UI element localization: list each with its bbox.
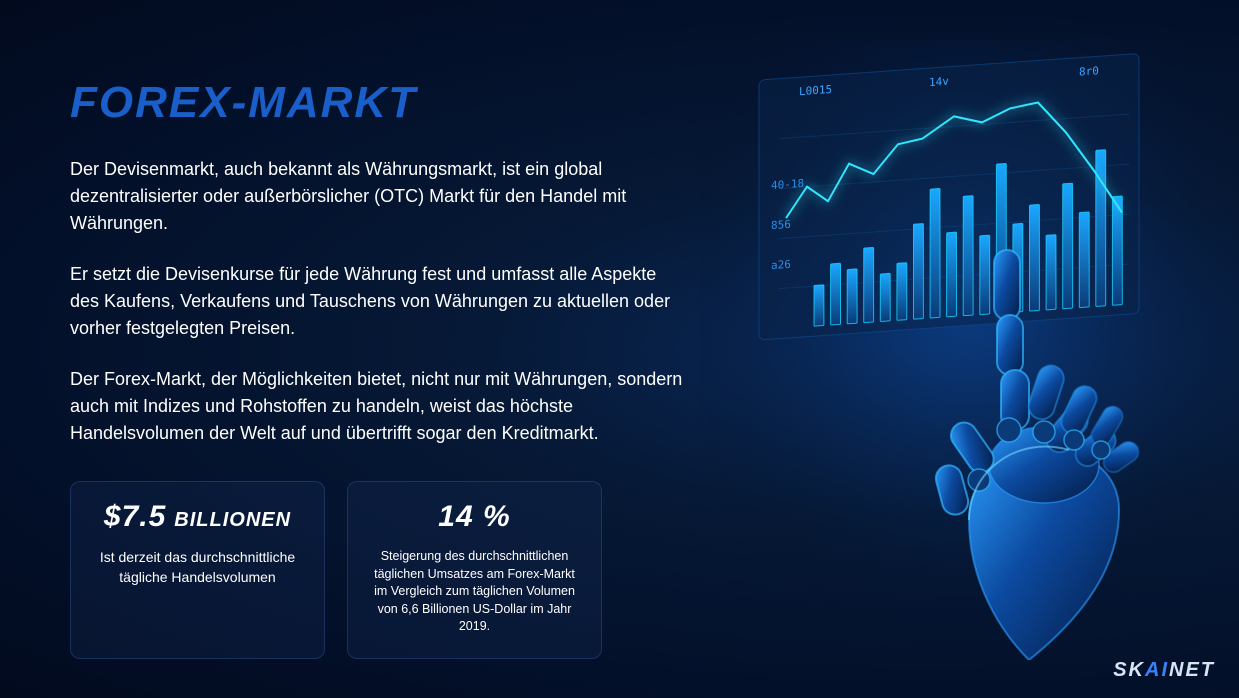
chart-side-tick: 856 (771, 218, 791, 232)
chart-side-tick: a26 (771, 258, 791, 272)
chart-axis-label: L0015 (799, 83, 832, 98)
stat-growth-value: 14 % (438, 500, 510, 534)
stat-volume-unit: BILLIONEN (174, 509, 291, 532)
chart-bars (814, 148, 1122, 326)
chart-axis-label: 8r0 (1079, 64, 1099, 78)
page-title: FOREX-MARKT (70, 78, 690, 128)
main-content: FOREX-MARKT Der Devisenmarkt, auch bekan… (70, 78, 690, 659)
stat-volume-desc: Ist derzeit das durchschnittliche täglic… (91, 548, 304, 587)
intro-paragraph-3: Der Forex-Markt, der Möglichkeiten biete… (70, 366, 690, 447)
stats-row: $7.5 BILLIONEN Ist derzeit das durchschn… (70, 481, 690, 659)
stat-card-growth: 14 % Steigerung des durchschnittlichen t… (347, 481, 602, 659)
stat-volume-value: $7.5 (104, 500, 166, 534)
chart-grid (779, 114, 1129, 288)
brand-logo: SKAINET (1113, 659, 1215, 682)
chart-line (786, 97, 1122, 236)
chart-line-glow (786, 97, 1122, 236)
stat-card-volume: $7.5 BILLIONEN Ist derzeit das durchschn… (70, 481, 325, 659)
logo-part-mid: AI (1145, 659, 1169, 681)
logo-part-post: NET (1169, 659, 1215, 681)
chart-panel: L0015 14v 8r0 40-18 856 a26 (759, 53, 1139, 340)
intro-paragraph-1: Der Devisenmarkt, auch bekannt als Währu… (70, 156, 690, 237)
stat-growth-desc: Steigerung des durchschnittlichen täglic… (368, 548, 581, 636)
intro-paragraph-2: Er setzt die Devisenkurse für jede Währu… (70, 261, 690, 342)
skeleton-hand-icon (933, 250, 1239, 660)
chart-side-tick: 40-18 (771, 177, 804, 192)
hero-illustration: L0015 14v 8r0 40-18 856 a26 (699, 40, 1239, 660)
logo-part-pre: SK (1113, 659, 1145, 681)
chart-axis-label: 14v (929, 75, 949, 89)
